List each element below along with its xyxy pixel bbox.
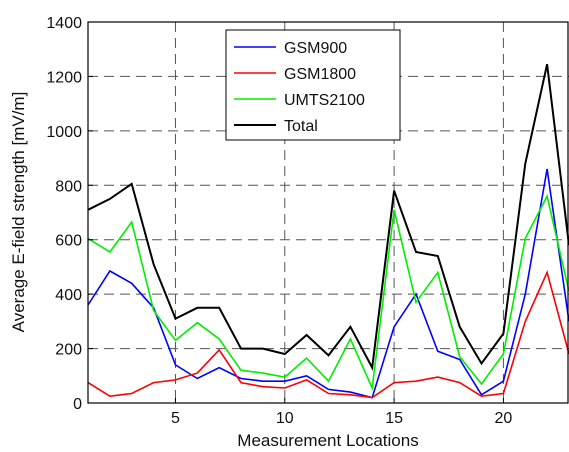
y-tick-label-0: 0 — [73, 396, 82, 413]
legend-label-gsm900: GSM900 — [284, 40, 347, 57]
legend-label-umts2100: UMTS2100 — [284, 92, 365, 109]
x-tick-label-3: 20 — [495, 410, 513, 427]
data-series — [87, 63, 569, 399]
axes — [87, 21, 569, 404]
legend: GSM900 GSM1800 UMTS2100 Total — [225, 29, 401, 141]
y-axis-label: Average E-field strength [mV/m] — [9, 92, 28, 333]
y-tick-label-6: 1200 — [46, 69, 82, 86]
series-line-umts2100 — [87, 193, 569, 391]
axes-frame — [87, 21, 569, 404]
y-tick-label-2: 400 — [55, 287, 82, 304]
legend-label-gsm1800: GSM1800 — [284, 66, 356, 83]
series-line-gsm900 — [87, 168, 569, 399]
x-tick-label-2: 15 — [385, 410, 403, 427]
y-tick-label-1: 200 — [55, 342, 82, 359]
x-tick-label-1: 10 — [276, 410, 294, 427]
series-line-gsm1800 — [87, 270, 569, 399]
x-axis-label: Measurement Locations — [237, 431, 418, 450]
y-tick-label-3: 600 — [55, 233, 82, 250]
x-tick-label-0: 5 — [171, 410, 180, 427]
legend-label-total: Total — [284, 118, 318, 135]
legend-box — [225, 29, 401, 141]
series-line-total — [87, 63, 569, 371]
y-tick-label-5: 1000 — [46, 124, 82, 141]
y-tick-label-7: 1400 — [46, 15, 82, 32]
y-tick-label-4: 800 — [55, 178, 82, 195]
